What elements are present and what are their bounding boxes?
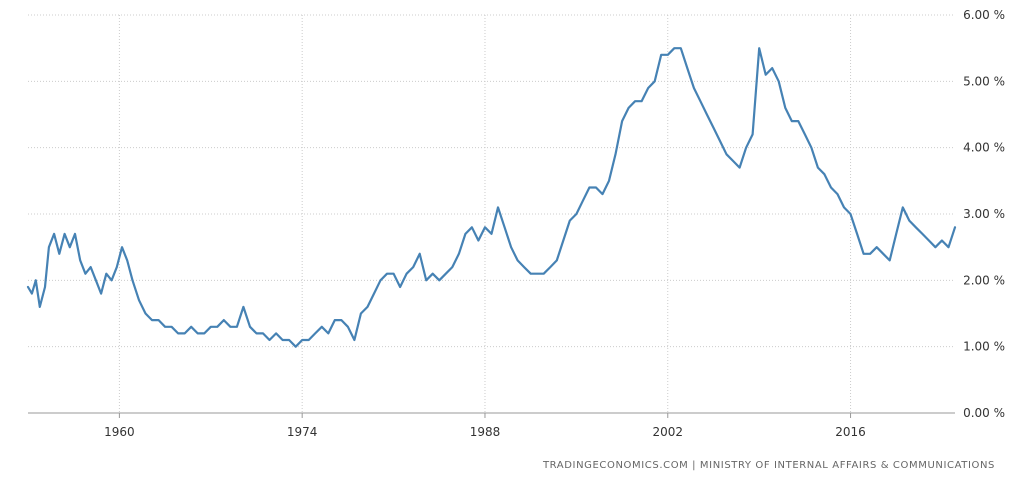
y-tick-label: 2.00 % — [963, 273, 1005, 287]
y-tick-label: 4.00 % — [963, 141, 1005, 155]
y-tick-label: 0.00 % — [963, 406, 1005, 420]
x-tick-label: 1988 — [470, 425, 501, 439]
x-tick-label: 2016 — [835, 425, 866, 439]
y-tick-label: 3.00 % — [963, 207, 1005, 221]
y-tick-label: 1.00 % — [963, 340, 1005, 354]
y-tick-label: 6.00 % — [963, 8, 1005, 22]
x-tick-label: 2002 — [652, 425, 683, 439]
x-tick-label: 1974 — [287, 425, 318, 439]
x-tick-label: 1960 — [104, 425, 135, 439]
source-attribution: TRADINGECONOMICS.COM | MINISTRY OF INTER… — [542, 460, 995, 471]
y-tick-label: 5.00 % — [963, 74, 1005, 88]
series-line — [26, 47, 957, 348]
